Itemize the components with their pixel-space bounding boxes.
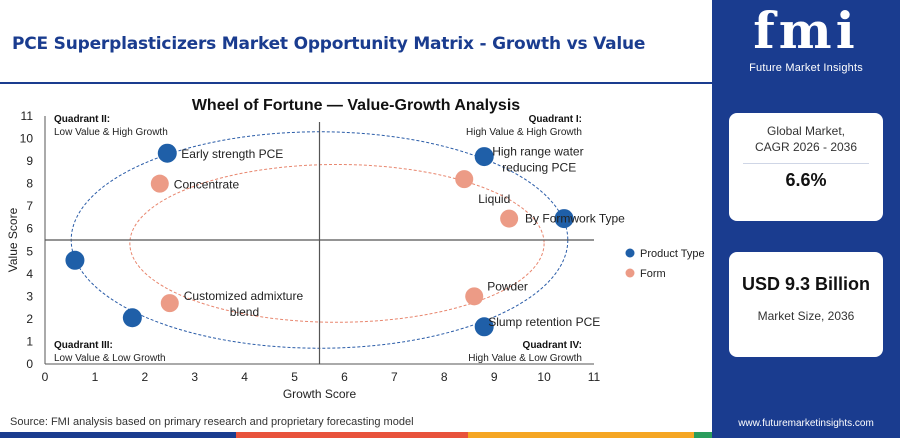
y-axis-label: Value Score — [6, 207, 20, 272]
quadrant-title: Quadrant III: — [54, 340, 113, 351]
cagr-label-line1: Global Market, — [766, 124, 846, 138]
quadrant-desc: Low Value & High Growth — [54, 127, 168, 138]
quadrant-title: Quadrant II: — [54, 114, 110, 125]
product-type-point — [474, 147, 494, 167]
cagr-value: 6.6% — [785, 170, 827, 190]
point-label: Powder — [487, 279, 528, 293]
y-tick-label: 1 — [26, 334, 33, 348]
x-tick-label: 3 — [191, 370, 198, 384]
x-tick-label: 1 — [92, 370, 99, 384]
y-tick-label: 0 — [26, 357, 33, 371]
point-label: Liquid — [478, 192, 510, 206]
y-tick-label: 4 — [26, 267, 33, 281]
product-type-point — [65, 250, 85, 270]
point-label: Slump retention PCE — [488, 315, 600, 329]
legend-marker — [625, 268, 635, 278]
x-tick-label: 7 — [391, 370, 398, 384]
y-tick-label: 6 — [26, 222, 33, 236]
x-tick-label: 4 — [241, 370, 248, 384]
y-tick-label: 8 — [26, 177, 33, 191]
point-label: reducing PCE — [502, 161, 576, 175]
card-divider — [743, 163, 869, 164]
bar-segment-3 — [468, 432, 694, 438]
form-point — [455, 170, 474, 189]
y-tick-label: 5 — [26, 244, 33, 258]
legend-label: Form — [640, 268, 666, 280]
x-tick-label: 8 — [441, 370, 448, 384]
chart-area: Wheel of Fortune — Value-Growth Analysis… — [0, 86, 712, 412]
logo-mark: fmi — [753, 1, 859, 60]
quadrant-desc: High Value & High Growth — [466, 127, 582, 138]
x-tick-label: 9 — [491, 370, 498, 384]
cagr-card: Global Market, CAGR 2026 - 2036 6.6% — [729, 113, 883, 221]
y-tick-label: 3 — [26, 289, 33, 303]
source-note: Source: FMI analysis based on primary re… — [10, 416, 414, 428]
inner-ellipse — [129, 163, 545, 323]
point-label: Concentrate — [174, 178, 240, 192]
x-tick-label: 10 — [537, 370, 551, 384]
form-point — [160, 294, 179, 313]
fmi-logo[interactable]: fmi Future Market Insights — [724, 2, 888, 82]
website-link[interactable]: www.futuremarketinsights.com — [738, 418, 874, 429]
x-axis-label: Growth Score — [283, 387, 357, 401]
form-point — [500, 209, 519, 228]
quadrant-desc: High Value & Low Growth — [468, 353, 582, 364]
legend-label: Product Type — [640, 248, 705, 260]
y-tick-label: 2 — [26, 312, 33, 326]
sidebar: fmi Future Market Insights Global Market… — [712, 0, 900, 438]
legend-marker — [625, 248, 635, 258]
point-label: High range water — [492, 145, 583, 159]
product-type-point — [554, 209, 574, 229]
y-tick-label: 9 — [26, 154, 33, 168]
market-size-label: Market Size, 2036 — [757, 309, 855, 323]
market-size-value: USD 9.3 Billion — [741, 274, 871, 294]
form-point — [465, 287, 484, 306]
bar-segment-2 — [236, 432, 468, 438]
y-tick-label: 11 — [21, 109, 34, 123]
quadrant-title: Quadrant I: — [529, 114, 582, 125]
market-size-card: USD 9.3 Billion Market Size, 2036 — [729, 252, 883, 357]
title-rule — [0, 82, 712, 84]
page-title: PCE Superplasticizers Market Opportunity… — [12, 34, 646, 54]
x-tick-label: 11 — [588, 370, 601, 384]
cagr-label-line2: CAGR 2026 - 2036 — [754, 140, 858, 154]
x-tick-label: 2 — [141, 370, 148, 384]
point-label: Customized admixture — [184, 289, 304, 303]
logo-subtitle: Future Market Insights — [749, 62, 863, 74]
y-tick-label: 10 — [20, 132, 34, 146]
scatter-chart: Wheel of Fortune — Value-Growth Analysis… — [6, 97, 705, 401]
form-point — [150, 174, 169, 193]
product-type-point — [474, 317, 494, 337]
point-label: By Formwork Type — [525, 212, 625, 226]
y-tick-label: 7 — [26, 199, 33, 213]
x-tick-label: 6 — [341, 370, 348, 384]
product-type-point — [157, 143, 177, 163]
cagr-label: Global Market, CAGR 2026 - 2036 — [729, 123, 883, 155]
quadrant-desc: Low Value & Low Growth — [54, 353, 166, 364]
x-tick-label: 5 — [291, 370, 298, 384]
chart-title: Wheel of Fortune — Value-Growth Analysis — [192, 97, 520, 114]
point-label: blend — [230, 305, 259, 319]
bar-segment-1 — [0, 432, 236, 438]
x-tick-label: 0 — [42, 370, 49, 384]
bar-segment-4 — [694, 432, 712, 438]
quadrant-title: Quadrant IV: — [523, 340, 582, 351]
product-type-point — [122, 308, 142, 328]
point-label: Early strength PCE — [181, 147, 283, 161]
